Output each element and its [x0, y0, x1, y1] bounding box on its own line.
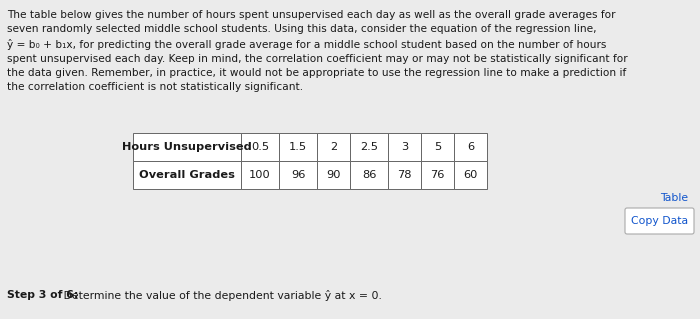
Bar: [350, 161, 388, 189]
Bar: [388, 161, 421, 189]
Text: Hours Unsupervised: Hours Unsupervised: [122, 142, 252, 152]
Text: Determine the value of the dependent variable ŷ at x = 0.: Determine the value of the dependent var…: [60, 290, 382, 301]
Text: 100: 100: [249, 170, 271, 180]
Bar: [454, 161, 487, 189]
Text: 2: 2: [330, 142, 337, 152]
Text: 96: 96: [290, 170, 305, 180]
Text: Overall Grades: Overall Grades: [139, 170, 235, 180]
Text: 0.5: 0.5: [251, 142, 269, 152]
Text: ŷ = b₀ + b₁x, for predicting the overall grade average for a middle school stude: ŷ = b₀ + b₁x, for predicting the overall…: [7, 39, 606, 50]
Text: 86: 86: [362, 170, 376, 180]
Text: 3: 3: [401, 142, 408, 152]
Text: 5: 5: [434, 142, 441, 152]
Bar: [350, 133, 388, 161]
Text: 90: 90: [326, 170, 341, 180]
Text: 1.5: 1.5: [289, 142, 307, 152]
Bar: [421, 133, 454, 161]
Bar: [454, 133, 487, 161]
Bar: [241, 133, 279, 161]
Text: 76: 76: [430, 170, 444, 180]
Text: the data given. Remember, in practice, it would not be appropriate to use the re: the data given. Remember, in practice, i…: [7, 68, 626, 78]
Text: Step 3 of 6:: Step 3 of 6:: [7, 290, 78, 300]
Text: The table below gives the number of hours spent unsupervised each day as well as: The table below gives the number of hour…: [7, 10, 615, 20]
Text: 6: 6: [467, 142, 474, 152]
Text: seven randomly selected middle school students. Using this data, consider the eq: seven randomly selected middle school st…: [7, 25, 596, 34]
Bar: [421, 161, 454, 189]
FancyBboxPatch shape: [625, 208, 694, 234]
Bar: [388, 133, 421, 161]
Bar: [317, 161, 350, 189]
Text: Copy Data: Copy Data: [631, 216, 688, 226]
Text: spent unsupervised each day. Keep in mind, the correlation coefficient may or ma: spent unsupervised each day. Keep in min…: [7, 54, 628, 63]
Bar: [279, 161, 317, 189]
Bar: [241, 161, 279, 189]
Text: 60: 60: [463, 170, 477, 180]
Bar: [133, 161, 241, 189]
Text: 78: 78: [398, 170, 412, 180]
Text: the correlation coefficient is not statistically significant.: the correlation coefficient is not stati…: [7, 83, 303, 93]
Text: 2.5: 2.5: [360, 142, 378, 152]
Bar: [133, 133, 241, 161]
Bar: [279, 133, 317, 161]
Bar: [317, 133, 350, 161]
Text: Table: Table: [660, 193, 688, 203]
